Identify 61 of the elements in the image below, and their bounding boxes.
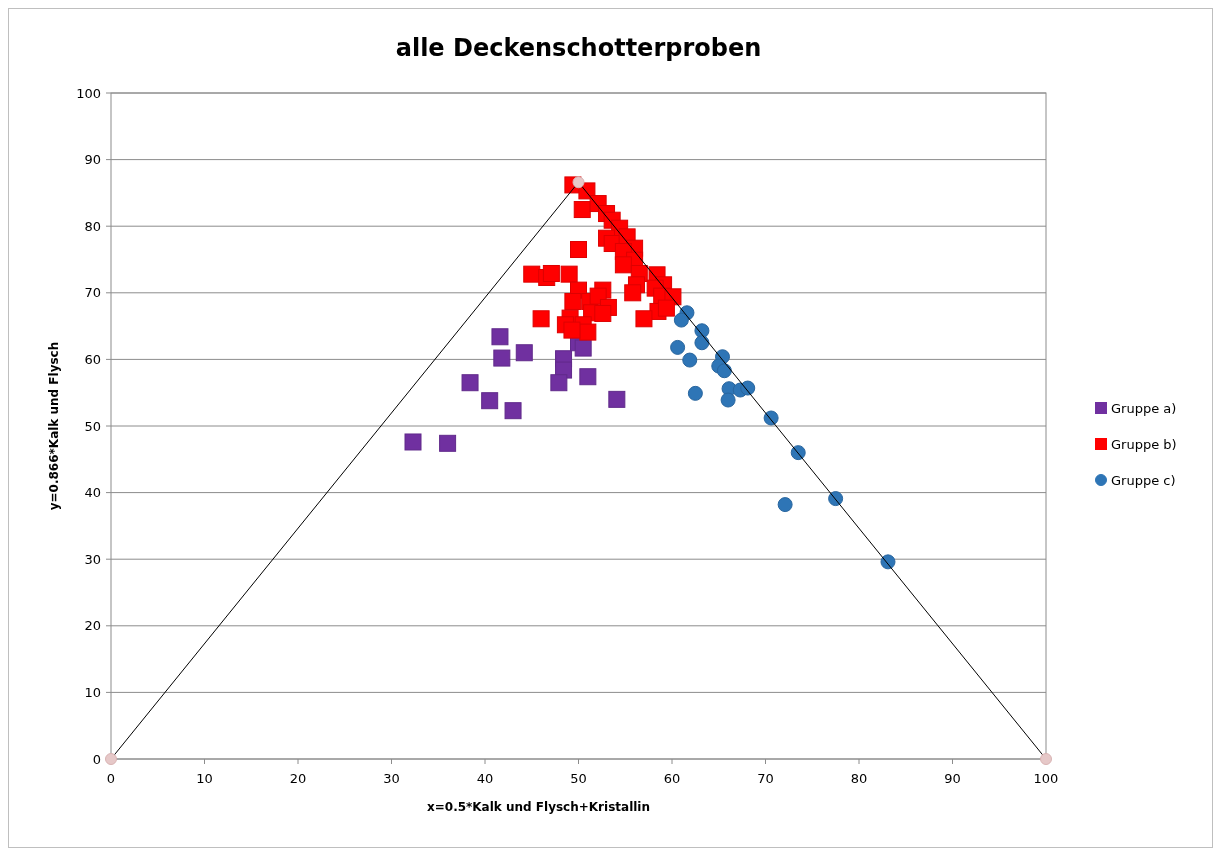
point xyxy=(481,392,499,410)
y-tick-label: 90 xyxy=(84,152,101,168)
point xyxy=(564,292,582,310)
y-tick-label: 40 xyxy=(84,485,101,501)
y-tick-label: 70 xyxy=(84,285,101,301)
point xyxy=(716,363,732,379)
point xyxy=(694,335,710,351)
y-tick-label: 10 xyxy=(84,684,101,700)
point xyxy=(579,323,597,341)
point xyxy=(560,265,578,283)
point xyxy=(542,264,560,282)
x-tick-label: 40 xyxy=(476,771,494,786)
point xyxy=(550,374,568,392)
y-tick-label: 20 xyxy=(84,618,101,634)
point xyxy=(570,241,587,259)
y-tick-label: 60 xyxy=(84,351,101,367)
point xyxy=(614,256,632,274)
point xyxy=(673,312,689,328)
x-tick-label: 80 xyxy=(850,771,868,786)
point xyxy=(439,434,457,452)
x-tick-label: 90 xyxy=(944,771,961,786)
point xyxy=(573,201,591,219)
point xyxy=(635,310,653,328)
chart-title: alle Deckenschotterproben xyxy=(395,34,762,62)
point xyxy=(579,368,597,386)
x-tick-label: 50 xyxy=(570,771,587,786)
x-tick-label: 0 xyxy=(106,771,116,786)
point xyxy=(720,392,736,408)
y-axis-title: y=0.866*Kalk und Flysch xyxy=(47,341,61,511)
y-tick-label: 30 xyxy=(84,551,101,567)
point xyxy=(574,339,592,357)
y-tick-label: 80 xyxy=(84,218,101,234)
point xyxy=(608,390,626,408)
point xyxy=(493,349,511,367)
point xyxy=(504,402,522,420)
x-tick-label: 100 xyxy=(1033,771,1059,786)
y-tick-label: 0 xyxy=(92,751,101,767)
x-tick-label: 70 xyxy=(757,771,774,786)
x-axis-title: x=0.5*Kalk und Flysch+Kristallin xyxy=(426,800,651,814)
point xyxy=(682,352,698,368)
point xyxy=(563,321,581,339)
legend-label: Gruppe b) xyxy=(1111,436,1177,452)
legend-label: Gruppe a) xyxy=(1111,400,1177,416)
point xyxy=(532,310,550,328)
point xyxy=(491,328,509,346)
point xyxy=(624,284,642,302)
point xyxy=(404,433,422,451)
point xyxy=(461,374,479,392)
point xyxy=(515,344,533,362)
point xyxy=(777,497,793,513)
legend-label: Gruppe c) xyxy=(1111,472,1176,488)
x-tick-label: 10 xyxy=(196,771,213,786)
point xyxy=(594,304,612,322)
y-tick-label: 100 xyxy=(76,85,101,101)
point xyxy=(670,339,686,355)
point xyxy=(657,299,675,317)
y-tick-label: 50 xyxy=(84,418,101,434)
x-tick-label: 60 xyxy=(663,771,681,786)
x-tick-label: 30 xyxy=(383,771,400,786)
point xyxy=(687,385,703,401)
x-tick-label: 20 xyxy=(289,771,307,786)
